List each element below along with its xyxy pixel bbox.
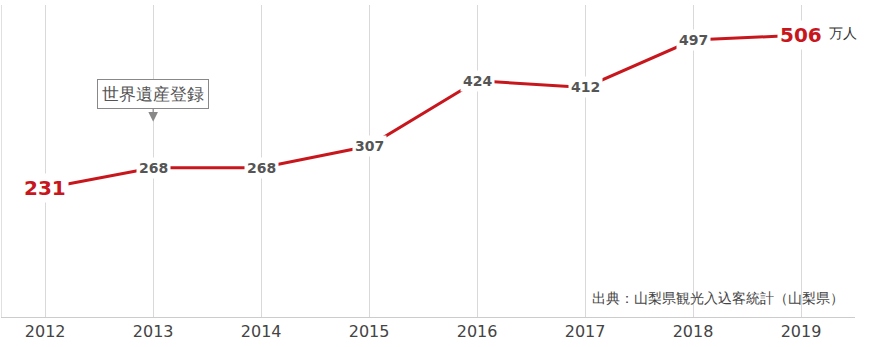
svg-text:2012: 2012 xyxy=(25,322,66,341)
svg-text:2018: 2018 xyxy=(673,322,714,341)
svg-text:出典：山梨県観光入込客統計（山梨県）: 出典：山梨県観光入込客統計（山梨県） xyxy=(592,290,844,306)
svg-text:412: 412 xyxy=(571,79,600,95)
svg-text:2017: 2017 xyxy=(565,322,606,341)
svg-text:268: 268 xyxy=(247,160,276,176)
svg-text:万人: 万人 xyxy=(829,25,857,41)
svg-text:2014: 2014 xyxy=(241,322,282,341)
svg-text:307: 307 xyxy=(355,138,384,154)
svg-text:2015: 2015 xyxy=(349,322,390,341)
svg-text:2019: 2019 xyxy=(781,322,822,341)
svg-text:424: 424 xyxy=(463,73,492,89)
svg-text:世界遺産登録: 世界遺産登録 xyxy=(102,84,204,104)
svg-text:231: 231 xyxy=(24,176,66,200)
svg-text:2013: 2013 xyxy=(133,322,174,341)
svg-text:506: 506 xyxy=(780,23,822,47)
svg-text:2016: 2016 xyxy=(457,322,498,341)
svg-text:268: 268 xyxy=(139,160,168,176)
svg-text:497: 497 xyxy=(679,32,708,48)
